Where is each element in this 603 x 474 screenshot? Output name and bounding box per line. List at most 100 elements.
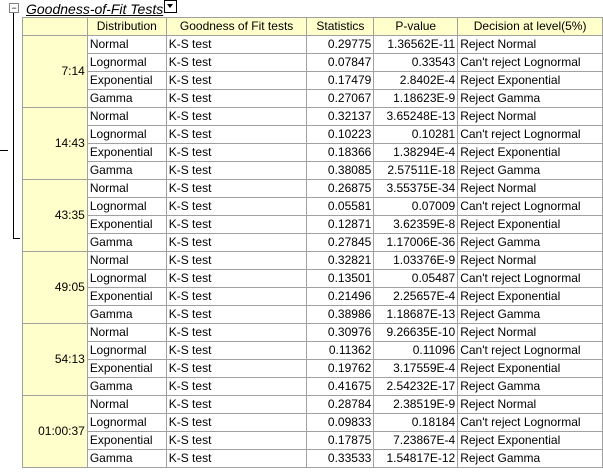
column-header-p-value[interactable]: P-value — [373, 17, 459, 36]
decision-cell[interactable]: Reject Gamma — [457, 233, 603, 252]
test-cell[interactable]: K-S test — [165, 215, 308, 234]
test-cell[interactable]: K-S test — [165, 305, 308, 324]
test-cell[interactable]: K-S test — [165, 377, 308, 396]
statistic-cell[interactable]: 0.05581 — [306, 197, 375, 216]
statistic-cell[interactable]: 0.10223 — [306, 125, 375, 144]
group-label[interactable]: 7:14 — [22, 35, 88, 108]
distribution-cell[interactable]: Normal — [86, 107, 167, 126]
column-header-statistics[interactable]: Statistics — [306, 17, 375, 36]
test-cell[interactable]: K-S test — [165, 251, 308, 270]
distribution-cell[interactable]: Exponential — [86, 287, 167, 306]
test-cell[interactable]: K-S test — [165, 431, 308, 450]
statistic-cell[interactable]: 0.21496 — [306, 287, 375, 306]
distribution-cell[interactable]: Lognormal — [86, 413, 167, 432]
test-cell[interactable]: K-S test — [165, 323, 308, 342]
statistic-cell[interactable]: 0.09833 — [306, 413, 375, 432]
decision-cell[interactable]: Reject Normal — [457, 107, 603, 126]
test-cell[interactable]: K-S test — [165, 179, 308, 198]
decision-cell[interactable]: Reject Gamma — [457, 161, 603, 180]
statistic-cell[interactable]: 0.32821 — [306, 251, 375, 270]
statistic-cell[interactable]: 0.17479 — [306, 71, 375, 90]
p-value-cell[interactable]: 3.55375E-34 — [373, 179, 459, 198]
test-cell[interactable]: K-S test — [165, 89, 308, 108]
test-cell[interactable]: K-S test — [165, 53, 308, 72]
test-cell[interactable]: K-S test — [165, 35, 308, 54]
distribution-cell[interactable]: Lognormal — [86, 197, 167, 216]
distribution-cell[interactable]: Gamma — [86, 305, 167, 324]
decision-cell[interactable]: Reject Normal — [457, 179, 603, 198]
decision-cell[interactable]: Reject Gamma — [457, 89, 603, 108]
statistic-cell[interactable]: 0.38986 — [306, 305, 375, 324]
statistic-cell[interactable]: 0.33533 — [306, 449, 375, 468]
statistic-cell[interactable]: 0.11362 — [306, 341, 375, 360]
statistic-cell[interactable]: 0.29775 — [306, 35, 375, 54]
p-value-cell[interactable]: 0.05487 — [373, 269, 459, 288]
p-value-cell[interactable]: 0.18184 — [373, 413, 459, 432]
test-cell[interactable]: K-S test — [165, 233, 308, 252]
p-value-cell[interactable]: 7.23867E-4 — [373, 431, 459, 450]
p-value-cell[interactable]: 0.10281 — [373, 125, 459, 144]
p-value-cell[interactable]: 0.07009 — [373, 197, 459, 216]
statistic-cell[interactable]: 0.12871 — [306, 215, 375, 234]
p-value-cell[interactable]: 2.25657E-4 — [373, 287, 459, 306]
decision-cell[interactable]: Reject Exponential — [457, 143, 603, 162]
distribution-cell[interactable]: Exponential — [86, 143, 167, 162]
p-value-cell[interactable]: 1.36562E-11 — [373, 35, 459, 54]
test-cell[interactable]: K-S test — [165, 197, 308, 216]
test-cell[interactable]: K-S test — [165, 287, 308, 306]
statistic-cell[interactable]: 0.28784 — [306, 395, 375, 414]
group-label[interactable]: 49:05 — [22, 251, 88, 324]
distribution-cell[interactable]: Lognormal — [86, 341, 167, 360]
column-header-decision[interactable]: Decision at level(5%) — [457, 17, 603, 36]
p-value-cell[interactable]: 0.11096 — [373, 341, 459, 360]
p-value-cell[interactable]: 3.65248E-13 — [373, 107, 459, 126]
decision-cell[interactable]: Can't reject Lognormal — [457, 125, 603, 144]
p-value-cell[interactable]: 2.57511E-18 — [373, 161, 459, 180]
test-cell[interactable]: K-S test — [165, 359, 308, 378]
statistic-cell[interactable]: 0.27067 — [306, 89, 375, 108]
distribution-cell[interactable]: Lognormal — [86, 269, 167, 288]
p-value-cell[interactable]: 2.38519E-9 — [373, 395, 459, 414]
decision-cell[interactable]: Can't reject Lognormal — [457, 269, 603, 288]
statistic-cell[interactable]: 0.07847 — [306, 53, 375, 72]
test-cell[interactable]: K-S test — [165, 341, 308, 360]
statistic-cell[interactable]: 0.38085 — [306, 161, 375, 180]
decision-cell[interactable]: Reject Exponential — [457, 215, 603, 234]
distribution-cell[interactable]: Gamma — [86, 161, 167, 180]
column-header-distribution[interactable]: Distribution — [86, 17, 167, 36]
decision-cell[interactable]: Reject Exponential — [457, 287, 603, 306]
test-cell[interactable]: K-S test — [165, 71, 308, 90]
test-cell[interactable]: K-S test — [165, 143, 308, 162]
p-value-cell[interactable]: 2.54232E-17 — [373, 377, 459, 396]
decision-cell[interactable]: Reject Exponential — [457, 71, 603, 90]
decision-cell[interactable]: Reject Normal — [457, 35, 603, 54]
p-value-cell[interactable]: 1.17006E-36 — [373, 233, 459, 252]
p-value-cell[interactable]: 3.62359E-8 — [373, 215, 459, 234]
group-label[interactable]: 14:43 — [22, 107, 88, 180]
decision-cell[interactable]: Can't reject Lognormal — [457, 413, 603, 432]
p-value-cell[interactable]: 1.18687E-13 — [373, 305, 459, 324]
distribution-cell[interactable]: Gamma — [86, 89, 167, 108]
p-value-cell[interactable]: 2.8402E-4 — [373, 71, 459, 90]
decision-cell[interactable]: Can't reject Lognormal — [457, 197, 603, 216]
column-header-test[interactable]: Goodness of Fit tests — [165, 17, 308, 36]
p-value-cell[interactable]: 1.18623E-9 — [373, 89, 459, 108]
test-cell[interactable]: K-S test — [165, 413, 308, 432]
distribution-cell[interactable]: Exponential — [86, 71, 167, 90]
distribution-cell[interactable]: Lognormal — [86, 53, 167, 72]
decision-cell[interactable]: Reject Exponential — [457, 431, 603, 450]
dropdown-arrow-icon[interactable] — [164, 0, 178, 13]
statistic-cell[interactable]: 0.27845 — [306, 233, 375, 252]
distribution-cell[interactable]: Exponential — [86, 359, 167, 378]
minus-box-icon[interactable]: − — [9, 3, 19, 13]
statistic-cell[interactable]: 0.30976 — [306, 323, 375, 342]
statistic-cell[interactable]: 0.19762 — [306, 359, 375, 378]
decision-cell[interactable]: Reject Gamma — [457, 305, 603, 324]
statistic-cell[interactable]: 0.32137 — [306, 107, 375, 126]
p-value-cell[interactable]: 1.03376E-9 — [373, 251, 459, 270]
group-label[interactable]: 54:13 — [22, 323, 88, 396]
distribution-cell[interactable]: Normal — [86, 395, 167, 414]
test-cell[interactable]: K-S test — [165, 269, 308, 288]
distribution-cell[interactable]: Gamma — [86, 449, 167, 468]
p-value-cell[interactable]: 0.33543 — [373, 53, 459, 72]
